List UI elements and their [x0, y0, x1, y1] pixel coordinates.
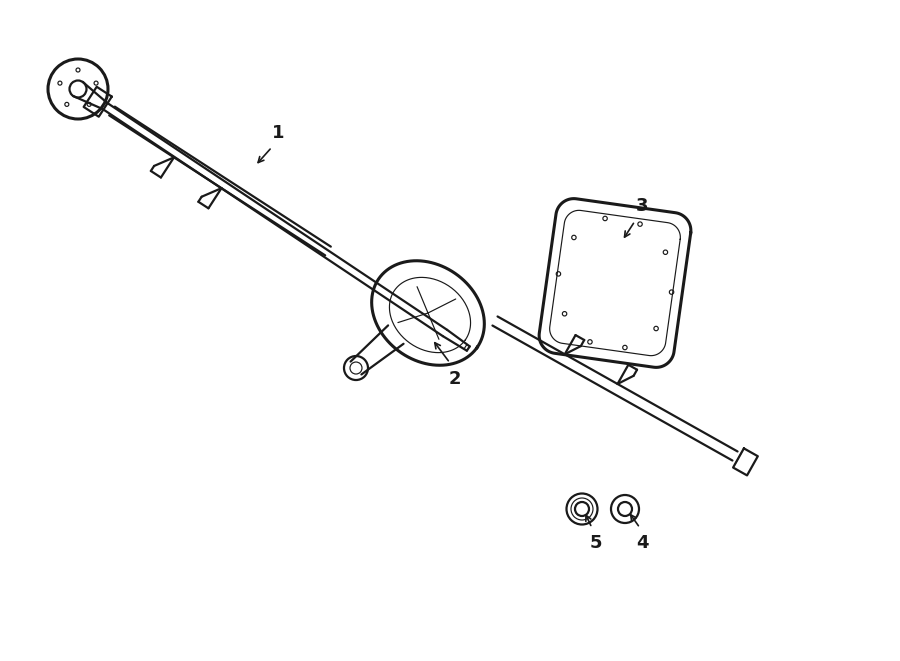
- Text: 3: 3: [635, 197, 648, 215]
- Text: 2: 2: [449, 370, 461, 388]
- Text: 5: 5: [590, 534, 602, 552]
- Text: 1: 1: [272, 124, 284, 142]
- Text: 4: 4: [635, 534, 648, 552]
